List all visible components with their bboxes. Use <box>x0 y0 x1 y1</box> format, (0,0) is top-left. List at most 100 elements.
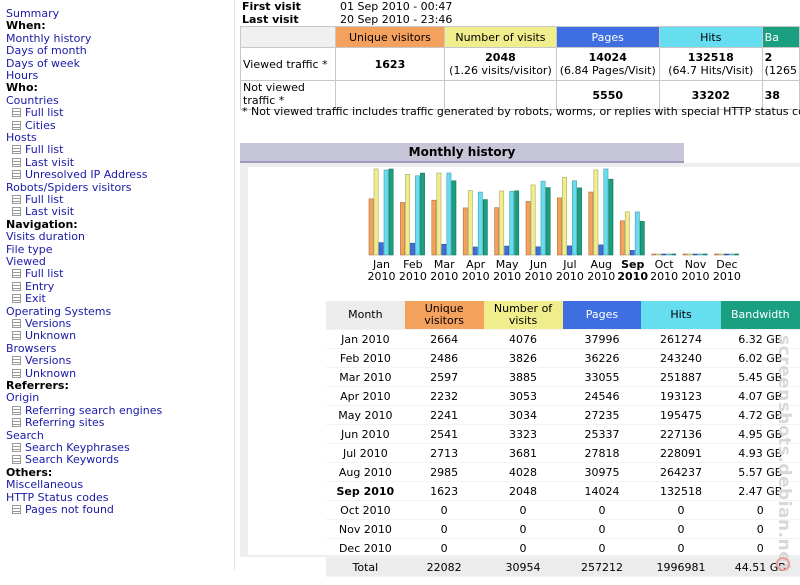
cell-pages: 33055 <box>562 367 642 387</box>
th-bandwidth: Bandwidth <box>720 301 800 330</box>
monthly-history-header: Monthly history <box>240 143 684 163</box>
sidebar-item-viewed-full-list[interactable]: Full list <box>12 268 63 280</box>
viewed-visits: 2048 (1.26 visits/visitor) <box>444 47 557 81</box>
sidebar-section-who: Who: <box>6 82 38 94</box>
cell-pages: 0 <box>562 519 642 539</box>
sidebar-item-robots-spiders-visitors-full-list[interactable]: Full list <box>12 194 63 206</box>
monthly-history-title: Monthly history <box>408 145 516 159</box>
cell-bandwidth: 6.02 GB <box>720 348 800 368</box>
sidebar-item-label: Search <box>6 428 44 442</box>
sidebar-item-days-of-month[interactable]: Days of month <box>6 45 87 57</box>
cell-month: Jul 2010 <box>326 443 405 463</box>
col-number-of-visits: Number of visits <box>444 26 557 48</box>
sidebar-item-label: Exit <box>25 292 46 306</box>
list-icon <box>12 108 21 118</box>
sidebar-item-file-type[interactable]: File type <box>6 242 53 256</box>
sidebar-item-operating-systems[interactable]: Operating Systems <box>6 305 111 318</box>
sidebar-item-search-search-keyphrases[interactable]: Search Keyphrases <box>12 442 130 454</box>
sidebar-item-hosts-last-visit[interactable]: Last visit <box>12 155 75 169</box>
sidebar-item-miscellaneous[interactable]: Miscellaneous <box>6 479 83 491</box>
cell-bandwidth: 4.07 GB <box>720 386 800 406</box>
sidebar-item-viewed-exit[interactable]: Exit <box>12 293 46 305</box>
sidebar-item-hosts-unresolved-ip-address[interactable]: Unresolved IP Address <box>12 169 148 181</box>
bar-pages-jun <box>535 246 541 256</box>
sidebar-item-label: Hosts <box>6 131 37 144</box>
cell-hits: 227136 <box>641 424 721 444</box>
sidebar-item-viewed[interactable]: Viewed <box>6 256 46 268</box>
cell-visits: 3826 <box>483 348 563 368</box>
sidebar-item-countries-cities[interactable]: Cities <box>12 119 56 132</box>
sidebar-item-label: Referring search engines <box>25 403 163 417</box>
bar-number-of-visits-sep <box>624 211 630 256</box>
sidebar-item-hosts-full-list[interactable]: Full list <box>12 144 63 156</box>
cell-visits: 3323 <box>483 424 563 444</box>
sidebar-section-navigation: Navigation: <box>6 218 78 231</box>
sidebar-section-others: Others: <box>6 466 52 479</box>
sidebar-item-operating-systems-versions[interactable]: Versions <box>12 318 71 330</box>
sidebar-item-viewed-entry[interactable]: Entry <box>12 280 54 293</box>
list-icon <box>12 269 21 279</box>
list-icon <box>12 505 21 514</box>
bar-hits-sep <box>634 211 640 256</box>
sidebar-item-label: File type <box>6 242 53 256</box>
sidebar-item-origin-referring-search-engines[interactable]: Referring search engines <box>12 403 163 417</box>
sidebar-item-summary[interactable]: Summary <box>6 8 59 20</box>
cell-bandwidth: 0 <box>720 500 800 520</box>
sidebar-item-monthly-history[interactable]: Monthly history <box>6 32 91 45</box>
bar-pages-oct <box>661 253 667 256</box>
sidebar-item-label: Search Keyphrases <box>25 441 130 454</box>
sidebar-item-label: Hours <box>6 69 39 82</box>
list-icon <box>12 319 21 328</box>
list-icon <box>12 281 21 291</box>
sidebar-item-operating-systems-unknown[interactable]: Unknown <box>12 330 76 342</box>
bar-hits-dec <box>729 253 734 256</box>
sidebar-item-http-status-codes-pages-not-found[interactable]: Pages not found <box>12 504 114 516</box>
sidebar-item-countries-full-list[interactable]: Full list <box>12 107 63 119</box>
sidebar-item-label: Referring sites <box>25 416 105 430</box>
sidebar-item-origin-referring-sites[interactable]: Referring sites <box>12 417 105 429</box>
tick-label-month: Aug <box>591 258 612 271</box>
cell-hits: 132518 <box>641 481 721 501</box>
sidebar-item-robots-spiders-visitors-last-visit[interactable]: Last visit <box>12 206 74 218</box>
table-row: Nov 2010 0 0 0 0 0 <box>326 519 800 539</box>
bar-bandwidth-gb-feb <box>420 172 425 256</box>
cell-pages: 0 <box>562 500 642 520</box>
monthly-history-content: Jan 2010 Feb 2010 Mar 2010 Apr 2010 May 2010 Jun 20… <box>248 167 800 577</box>
cell-visits: 2048 <box>483 481 563 501</box>
bar-unique-visitors-sep <box>619 220 625 256</box>
sidebar-item-search[interactable]: Search <box>6 428 44 442</box>
sidebar-item-hours[interactable]: Hours <box>6 70 38 82</box>
sidebar-item-countries[interactable]: Countries <box>6 94 59 107</box>
sidebar-item-robots-spiders-visitors[interactable]: Robots/Spiders visitors <box>6 181 132 194</box>
sidebar-item-origin[interactable]: Origin <box>6 392 39 404</box>
cell-hits: 0 <box>641 519 721 539</box>
monthly-history-panel: Jan 2010 Feb 2010 Mar 2010 Apr 2010 May 2010 Jun 20… <box>240 163 800 577</box>
sidebar-item-search-search-keywords[interactable]: Search Keywords <box>12 454 119 466</box>
col-hits: Hits <box>658 26 763 48</box>
sidebar-item-visits-duration[interactable]: Visits duration <box>6 231 85 243</box>
not-viewed-visits <box>444 80 557 110</box>
cell-month: Oct 2010 <box>326 500 405 520</box>
sidebar-item-hosts[interactable]: Hosts <box>6 132 37 144</box>
bar-pages-mar <box>441 243 447 256</box>
sidebar-item-browsers-versions[interactable]: Versions <box>12 355 71 367</box>
bar-number-of-visits-apr <box>467 190 473 256</box>
sidebar-item-browsers[interactable]: Browsers <box>6 342 56 355</box>
th-number-of-visits: Number of visits <box>483 301 563 330</box>
bar-pages-nov <box>692 253 698 256</box>
bar-hits-jan <box>383 169 389 256</box>
table-row: Oct 2010 0 0 0 0 0 <box>326 500 800 520</box>
viewed-bandwidth: 2 (1265 <box>761 47 800 81</box>
debian-swirl-icon <box>776 557 790 571</box>
list-icon <box>12 368 21 378</box>
sidebar-item-http-status-codes[interactable]: HTTP Status codes <box>6 491 108 504</box>
cell-pages: 24546 <box>562 386 642 406</box>
sidebar-item-label: Last visit <box>25 155 75 169</box>
bar-unique-visitors-jul <box>557 197 562 256</box>
sidebar-item-days-of-week[interactable]: Days of week <box>6 57 80 70</box>
sidebar-item-label: Unresolved IP Address <box>25 168 148 182</box>
sidebar-item-browsers-unknown[interactable]: Unknown <box>12 367 76 380</box>
list-icon <box>12 356 21 366</box>
sidebar-item-label: Versions <box>25 317 72 330</box>
bar-bandwidth-gb-aug <box>608 178 614 256</box>
